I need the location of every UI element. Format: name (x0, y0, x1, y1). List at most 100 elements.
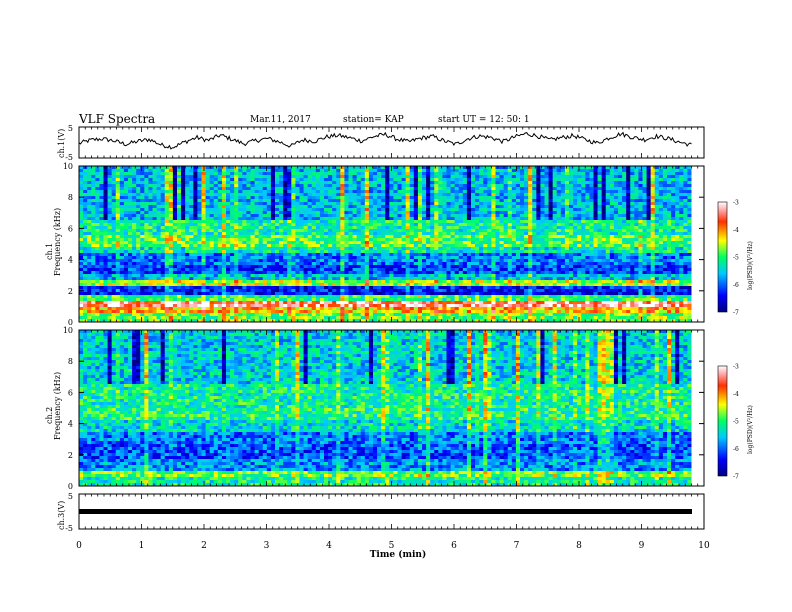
spectrogram-cell (393, 208, 398, 212)
spectrogram-cell (336, 229, 341, 233)
spectrogram-cell (99, 298, 104, 302)
spectrogram-cell (266, 265, 272, 269)
spectrogram-cell (283, 169, 288, 173)
spectrogram-cell (148, 253, 153, 257)
spectrogram-cell (262, 169, 268, 173)
spectrogram-cell (246, 283, 251, 287)
spectrogram-cell (299, 214, 304, 218)
spectrogram-cell (132, 292, 137, 296)
spectrogram-cell (148, 307, 153, 311)
spectrogram-cell (336, 277, 341, 281)
spectrogram-cell (270, 211, 276, 215)
spectrogram-cell (258, 175, 264, 179)
spectrogram-cell (234, 289, 239, 293)
spectrogram-cell (181, 238, 186, 242)
spectrogram-cell (262, 256, 268, 260)
spectrogram-cell (303, 190, 309, 194)
spectrogram-cell (413, 223, 419, 227)
spectrogram-cell (156, 265, 162, 269)
spectrogram-cell (168, 301, 174, 305)
spectrogram-cell (119, 193, 125, 197)
spectrogram-cell (201, 232, 206, 236)
spectrogram-cell (401, 262, 407, 266)
spectrogram-cell (352, 193, 358, 197)
spectrogram-cell (140, 310, 145, 314)
spectrogram-cell (328, 259, 333, 263)
spectrogram-cell (434, 259, 439, 263)
spectrogram-cell (164, 289, 170, 293)
spectrogram-cell (332, 283, 337, 287)
spectrogram-cell (111, 313, 117, 317)
spectrogram-cell (132, 271, 137, 275)
spectrogram-cell (299, 166, 304, 170)
spectrogram-cell (373, 301, 378, 305)
spectrogram-cell (299, 169, 304, 173)
spectrogram-cell (128, 265, 133, 269)
spectrogram-cell (319, 229, 325, 233)
spectrogram-cell (352, 211, 358, 215)
spectrogram-cell (230, 238, 235, 242)
spectrogram-cell (340, 226, 345, 230)
spectrogram-cell (315, 274, 321, 278)
spectrogram-cell (430, 289, 435, 293)
spectrogram-cell (401, 181, 407, 185)
spectrogram-cell (168, 190, 174, 194)
spectrogram-cell (340, 271, 345, 275)
spectrogram-cell (377, 316, 382, 320)
spectrogram-cell (119, 283, 125, 287)
spectrogram-cell (434, 307, 439, 311)
spectrogram-cell (209, 280, 215, 284)
spectrogram-cell (238, 178, 243, 182)
spectrogram-cell (405, 259, 411, 263)
spectrogram-cell (107, 280, 113, 284)
spectrogram-cell (328, 301, 333, 305)
spectrogram-cell (140, 256, 145, 260)
spectrogram-cell (364, 181, 370, 185)
spectrogram-cell (181, 298, 186, 302)
spectrogram-cell (221, 313, 227, 317)
spectrogram-cell (119, 166, 125, 170)
spectrogram-cell (152, 277, 157, 281)
spectrogram-cell (144, 268, 149, 272)
spectrogram-cell (401, 268, 407, 272)
spectrogram-cell (226, 319, 231, 323)
spectrogram-cell (299, 199, 304, 203)
spectrogram-cell (262, 193, 268, 197)
spectrogram-cell (99, 232, 104, 236)
spectrogram-cell (311, 268, 317, 272)
spectrogram-cell (458, 292, 464, 296)
spectrogram-cell (107, 304, 113, 308)
spectrogram-cell (409, 280, 415, 284)
spectrogram-cell (128, 172, 133, 176)
spectrogram-cell (340, 196, 345, 200)
spectrogram-cell (254, 295, 260, 299)
spectrogram-cell (430, 316, 435, 320)
spectrogram-cell (189, 310, 194, 314)
spectrogram-cell (262, 301, 268, 305)
spectrogram-cell (168, 310, 174, 314)
spectrogram-cell (205, 178, 211, 182)
spectrogram-cell (348, 268, 353, 272)
spectrogram-cell (238, 250, 243, 254)
spectrogram-cell (83, 253, 88, 257)
spectrogram-cell (197, 202, 202, 206)
spectrogram-cell (197, 187, 202, 191)
spectrogram-cell (168, 178, 174, 182)
spectrogram-cell (201, 262, 206, 266)
chart-title: VLF Spectra (79, 112, 156, 126)
spectrogram-cell (266, 166, 272, 170)
spectrogram-cell (160, 193, 166, 197)
spectrogram-cell (95, 316, 100, 320)
spectrogram-cell (209, 202, 215, 206)
spectrogram-cell (462, 313, 468, 317)
spectrogram-cell (87, 292, 92, 296)
spectrogram-cell (279, 166, 284, 170)
spectrogram-cell (287, 232, 292, 236)
spectrogram-cell (340, 235, 345, 239)
spectrogram-cell (360, 220, 366, 224)
spectrogram-cell (164, 217, 170, 221)
spectrogram-cell (152, 181, 157, 185)
spectrogram-cell (230, 226, 235, 230)
spectrogram-cell (238, 172, 243, 176)
spectrogram-cell (230, 235, 235, 239)
